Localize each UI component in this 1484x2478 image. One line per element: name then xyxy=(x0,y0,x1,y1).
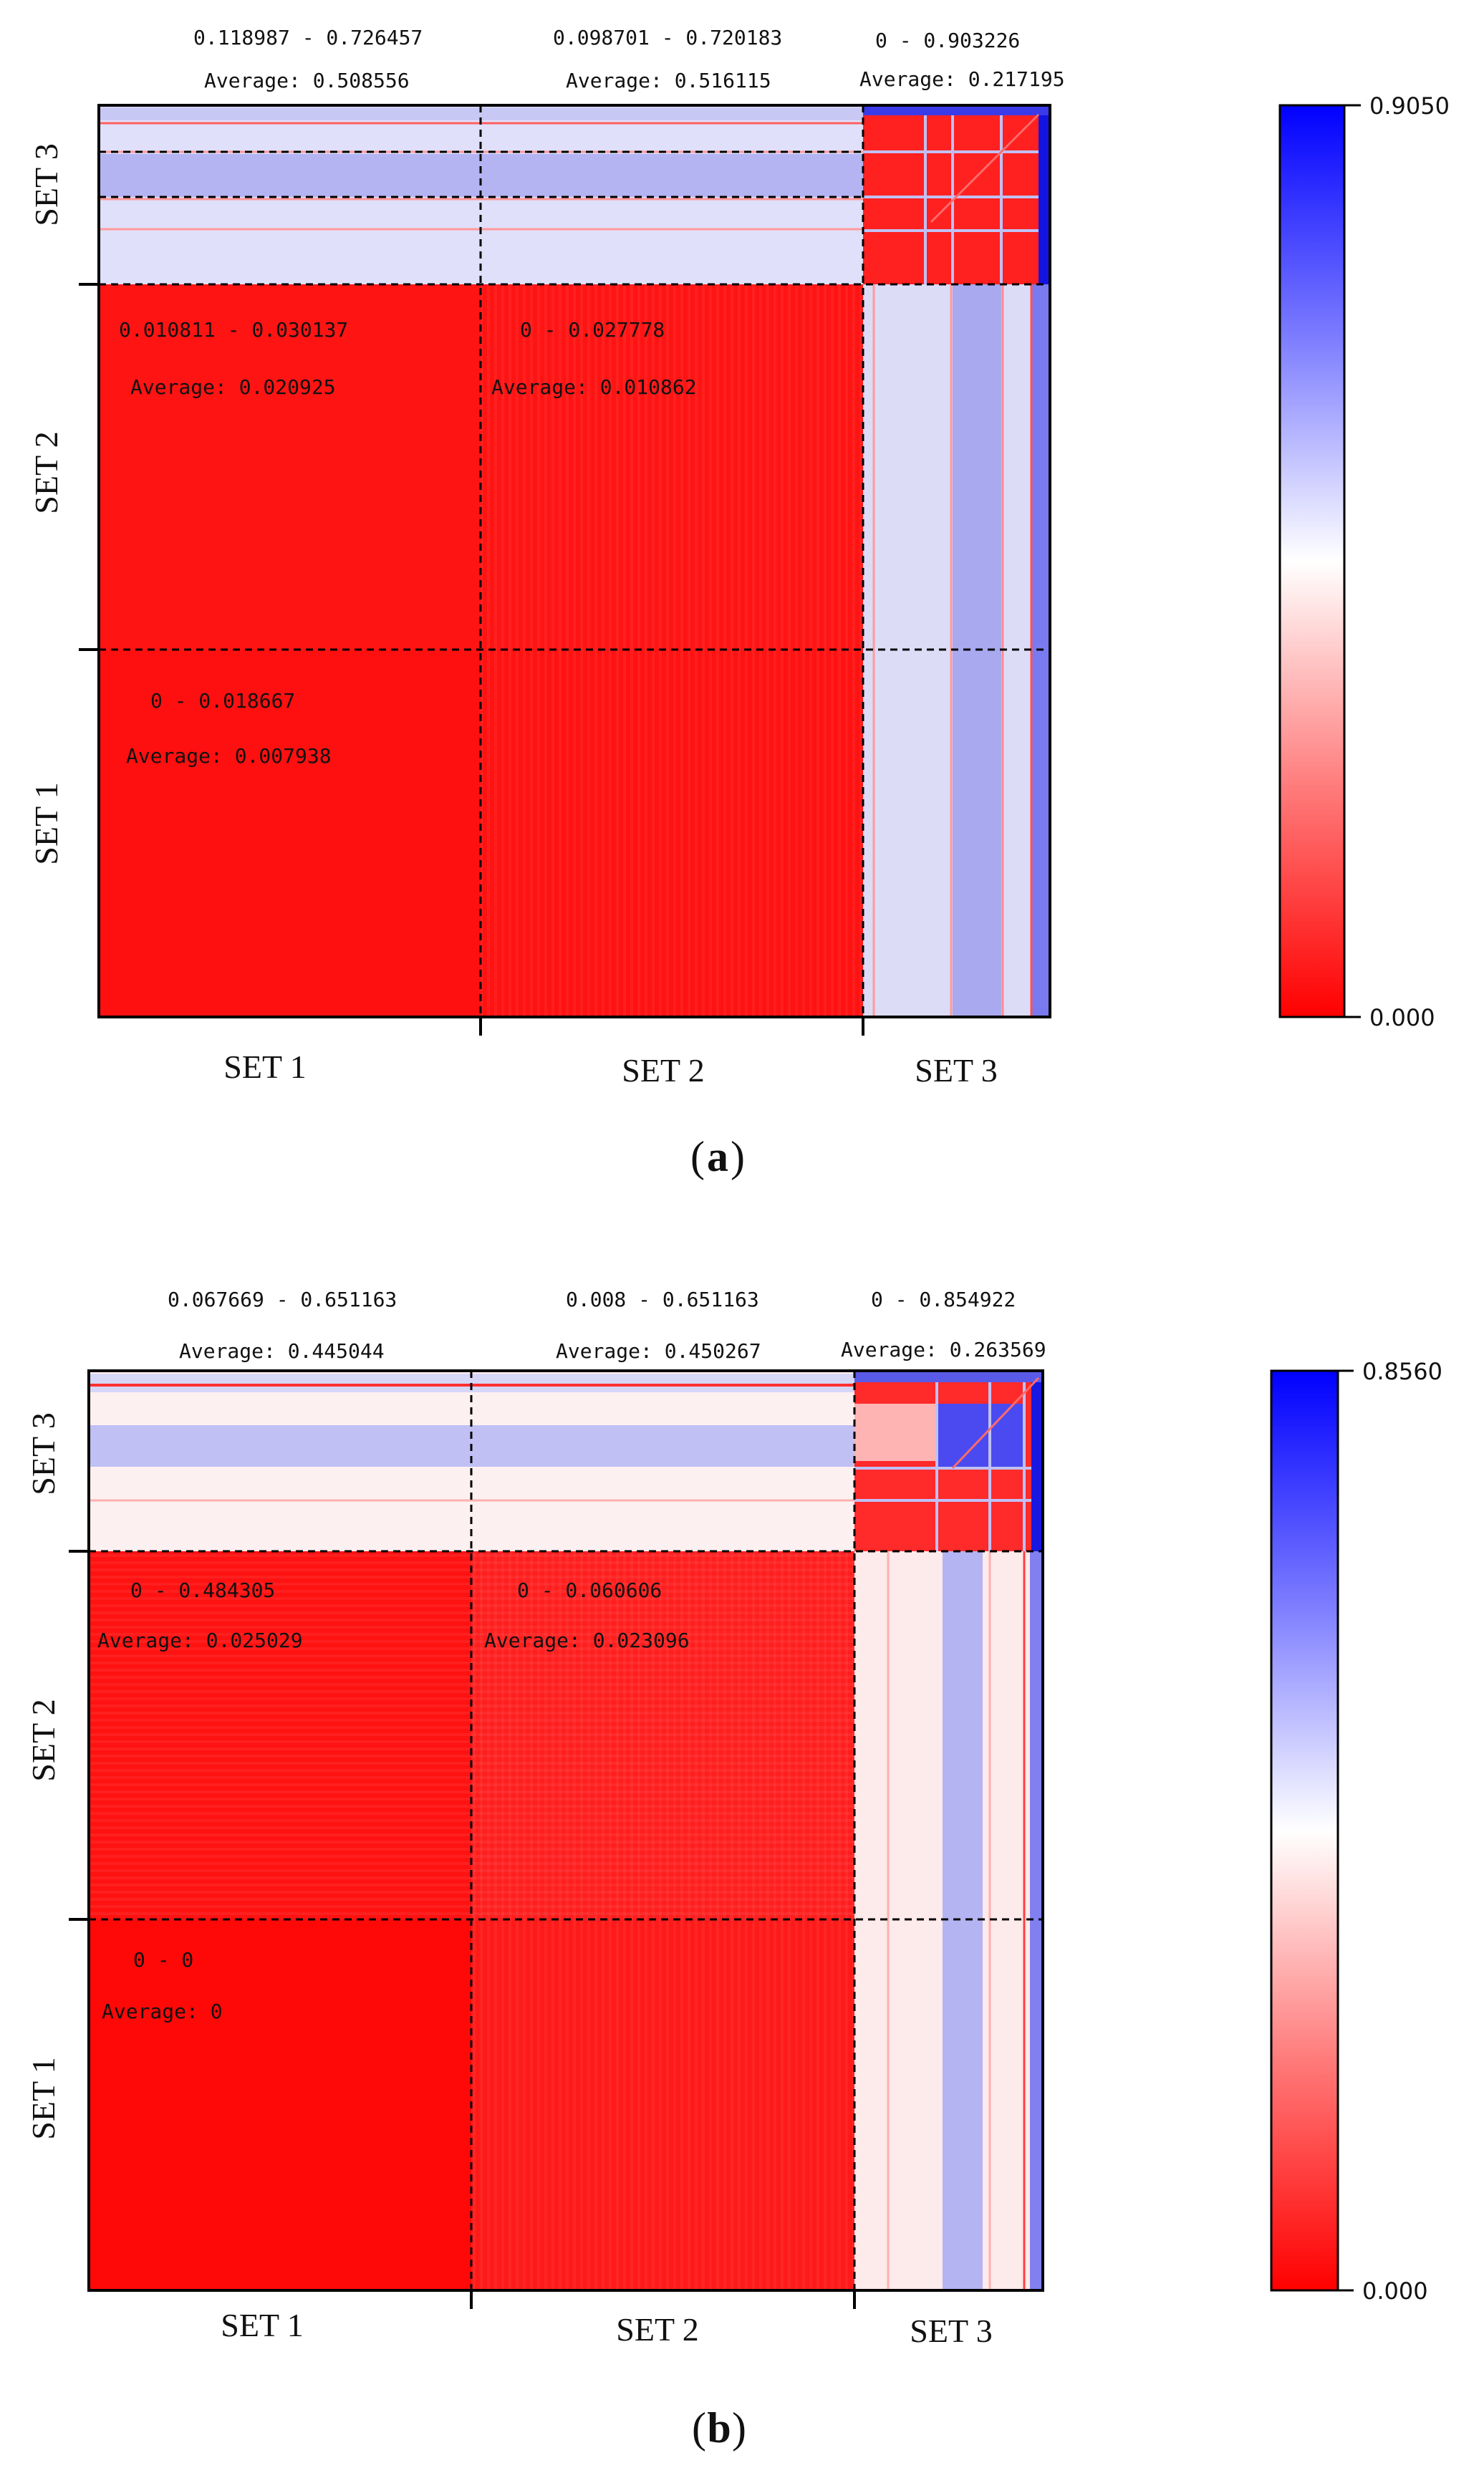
y-tick-label: SET 3 xyxy=(25,1412,62,1495)
heatmap-a-cell-set2-set1 xyxy=(99,284,481,650)
colorbar-min-label: 0.000 xyxy=(1369,1004,1435,1031)
colorbar-b xyxy=(1270,1369,1339,2292)
heatmap-b-pink-block xyxy=(854,1404,937,1461)
heatmap-b-set3-band xyxy=(943,1551,983,2290)
heatmap-a-corner xyxy=(1039,105,1050,284)
heatmap-a-frame xyxy=(97,104,1051,1018)
heatmap-a-cell-set1-set1 xyxy=(99,650,481,1017)
annotation-range: 0 - 0.903226 xyxy=(875,29,1020,52)
x-tick-label: SET 3 xyxy=(910,2313,992,2349)
y-tick-label: SET 2 xyxy=(28,431,64,514)
caption-b-open: ( xyxy=(692,2404,706,2452)
heatmap-b-stripes-v xyxy=(471,1551,854,2290)
annotation-average: Average: 0.010862 xyxy=(491,375,697,399)
annotation-average: Average: 0 xyxy=(102,2000,223,2023)
heatmap-a-diag xyxy=(930,113,1040,223)
annotation-average: Average: 0.020925 xyxy=(130,375,336,399)
annotation-average: Average: 0.445044 xyxy=(179,1339,385,1363)
heatmap-b-frame xyxy=(87,1369,1044,2292)
annotation-range: 0.067669 - 0.651163 xyxy=(168,1288,397,1311)
annotation-range: 0 - 0.060606 xyxy=(517,1578,662,1602)
annotation-range: 0.008 - 0.651163 xyxy=(566,1288,759,1311)
annotation-range: 0 - 0 xyxy=(133,1948,193,1972)
y-tick-label: SET 2 xyxy=(25,1699,62,1781)
annotation-range: 0.010811 - 0.030137 xyxy=(119,318,348,342)
annotation-average: Average: 0.025029 xyxy=(97,1629,303,1652)
x-tick-label: SET 1 xyxy=(223,1048,306,1085)
x-tick-label: SET 3 xyxy=(915,1052,997,1089)
annotation-range: 0 - 0.484305 xyxy=(130,1578,275,1602)
heatmap-a-corner-top xyxy=(863,105,1050,115)
caption-b-close: ) xyxy=(732,2404,746,2452)
heatmap-b-corner-top xyxy=(854,1371,1043,1382)
annotation-range: 0 - 0.854922 xyxy=(871,1288,1016,1311)
annotation-average: Average: 0.217195 xyxy=(859,67,1065,91)
colorbar-max-label: 0.8560 xyxy=(1362,1358,1442,1385)
heatmap-a-top-band2 xyxy=(99,107,863,120)
annotation-average: Average: 0.450267 xyxy=(556,1339,761,1363)
y-tick-label: SET 3 xyxy=(28,143,64,226)
x-tick-label: SET 1 xyxy=(221,2307,303,2343)
heatmap-b-set3-band2 xyxy=(1030,1551,1043,2290)
heatmap-b-cell-set1-set1 xyxy=(89,1919,471,2290)
heatmap-b-diag xyxy=(951,1377,1040,1470)
caption-b-letter: b xyxy=(707,2404,731,2452)
annotation-range: 0 - 0.027778 xyxy=(520,318,665,342)
annotation-average: Average: 0.263569 xyxy=(841,1338,1046,1361)
x-tick-label: SET 2 xyxy=(622,1052,704,1089)
colorbar-a xyxy=(1278,104,1346,1018)
annotation-average: Average: 0.508556 xyxy=(204,69,410,92)
heatmap-b-corner xyxy=(1031,1371,1043,1551)
colorbar-min-label: 0.000 xyxy=(1362,2277,1428,2305)
caption-a-open: ( xyxy=(690,1133,705,1180)
panel-b: SET 1 SET 2 SET 3 SET 3 SET 2 SET 1 0.06… xyxy=(25,1288,1442,2452)
caption-a-letter: a xyxy=(707,1133,728,1180)
annotation-average: Average: 0.007938 xyxy=(126,744,332,768)
panel-a: SET 1 SET 2 SET 3 SET 3 SET 2 SET 1 0.11… xyxy=(28,26,1450,1180)
annotation-range: 0 - 0.018667 xyxy=(150,689,295,713)
annotation-range: 0.098701 - 0.720183 xyxy=(553,26,782,49)
annotation-average: Average: 0.516115 xyxy=(566,69,771,92)
caption-a-close: ) xyxy=(731,1133,745,1180)
annotation-average: Average: 0.023096 xyxy=(484,1629,690,1652)
y-tick-label: SET 1 xyxy=(25,2057,62,2139)
colorbar-max-label: 0.9050 xyxy=(1369,92,1450,120)
y-tick-label: SET 1 xyxy=(28,782,64,864)
heatmap-b-blue-block xyxy=(938,1404,1024,1468)
annotation-range: 0.118987 - 0.726457 xyxy=(193,26,423,49)
x-tick-label: SET 2 xyxy=(616,2311,698,2348)
